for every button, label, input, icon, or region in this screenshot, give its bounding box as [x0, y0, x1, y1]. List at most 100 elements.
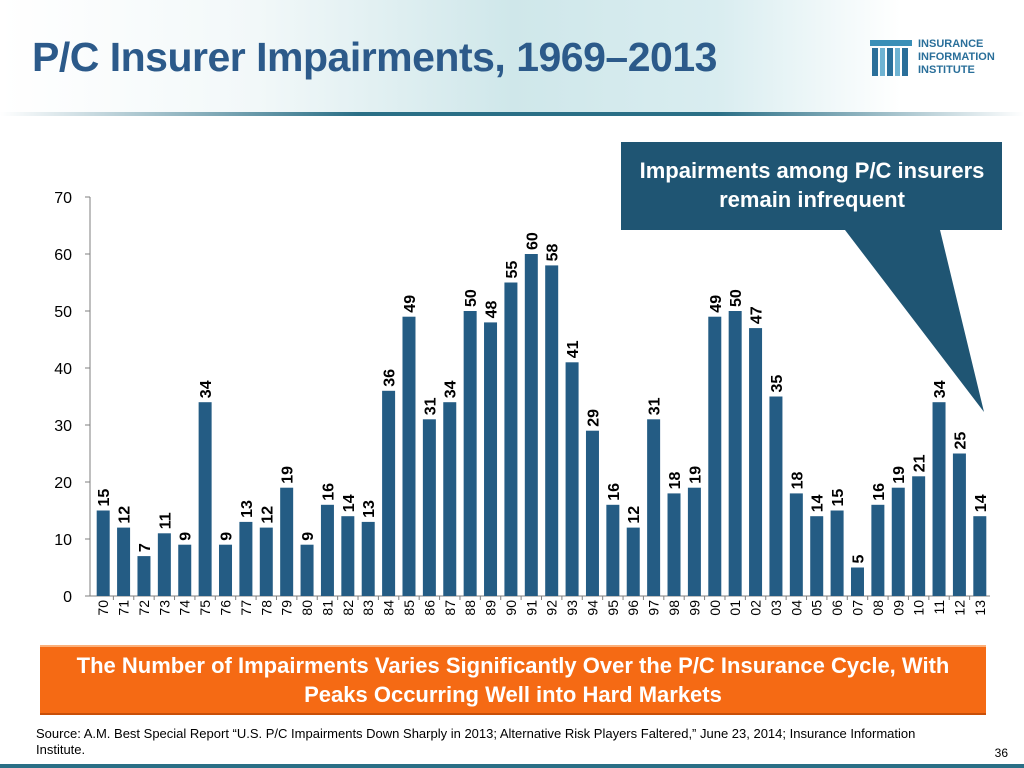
bar	[178, 544, 192, 596]
bar	[96, 510, 110, 596]
bar	[504, 282, 518, 596]
x-tick-label: 09	[890, 600, 906, 616]
callout-text: Impairments among P/C insurers remain in…	[639, 158, 985, 212]
x-tick-label: 06	[829, 600, 845, 616]
x-tick-label: 90	[503, 600, 519, 616]
bar	[728, 311, 742, 596]
bar	[871, 504, 885, 596]
bar	[361, 521, 375, 596]
bar	[606, 504, 620, 596]
page-title: P/C Insurer Impairments, 1969–2013	[32, 34, 717, 80]
y-tick-label: 60	[54, 247, 72, 264]
x-tick-label: 86	[421, 600, 437, 616]
x-tick-label: 92	[544, 600, 560, 616]
bar	[973, 516, 987, 596]
data-label: 55	[504, 261, 521, 279]
data-label: 58	[545, 244, 562, 262]
bar	[789, 493, 803, 596]
data-label: 15	[96, 489, 113, 507]
x-tick-label: 07	[849, 600, 865, 616]
x-tick-label: 71	[116, 600, 132, 616]
y-tick-label: 40	[54, 361, 72, 378]
data-label: 12	[117, 506, 134, 524]
data-label: 29	[585, 409, 602, 427]
bar	[341, 516, 355, 596]
x-tick-label: 04	[788, 600, 804, 616]
bar	[952, 453, 966, 596]
data-label: 16	[871, 483, 888, 501]
data-label: 16	[606, 483, 623, 501]
x-tick-label: 94	[584, 600, 600, 616]
x-tick-label: 81	[319, 600, 335, 616]
bar	[708, 316, 722, 596]
header-band	[0, 0, 1024, 112]
bar	[157, 533, 171, 596]
data-label: 19	[891, 466, 908, 484]
x-tick-label: 91	[523, 600, 539, 616]
data-label: 60	[524, 232, 541, 250]
bar	[300, 544, 314, 596]
bar	[402, 316, 416, 596]
data-label: 15	[830, 489, 847, 507]
data-label: 49	[708, 295, 725, 313]
bar	[382, 390, 396, 596]
x-tick-label: 89	[483, 600, 499, 616]
data-label: 31	[422, 397, 439, 415]
data-label: 49	[402, 295, 419, 313]
x-tick-label: 03	[768, 600, 784, 616]
x-tick-label: 80	[299, 600, 315, 616]
x-tick-label: 02	[748, 600, 764, 616]
data-label: 18	[789, 472, 806, 490]
bar	[239, 521, 253, 596]
data-label: 18	[667, 472, 684, 490]
bar	[545, 265, 559, 596]
y-tick-label: 50	[54, 304, 72, 321]
bar	[198, 402, 212, 596]
x-tick-label: 79	[279, 600, 295, 616]
data-label: 19	[280, 466, 297, 484]
y-tick-label: 10	[54, 532, 72, 549]
x-tick-label: 96	[625, 600, 641, 616]
data-label: 9	[178, 532, 195, 541]
bar	[524, 254, 538, 596]
bar	[769, 396, 783, 596]
logo-text: INSURANCE INFORMATION INSTITUTE	[918, 38, 995, 77]
data-label: 12	[626, 506, 643, 524]
x-tick-label: 83	[360, 600, 376, 616]
y-tick-label: 0	[63, 589, 72, 606]
data-label: 7	[137, 543, 154, 552]
x-tick-label: 75	[197, 600, 213, 616]
x-tick-label: 10	[911, 600, 927, 616]
bar	[585, 430, 599, 596]
x-tick-label: 93	[564, 600, 580, 616]
data-label: 25	[952, 432, 969, 450]
data-label: 47	[749, 306, 766, 324]
data-label: 50	[463, 289, 480, 307]
data-label: 14	[810, 494, 827, 512]
data-label: 34	[198, 380, 215, 398]
logo-line-1: INSURANCE	[918, 38, 984, 50]
source-note: Source: A.M. Best Special Report “U.S. P…	[36, 726, 916, 757]
x-tick-label: 87	[442, 600, 458, 616]
bar	[117, 527, 131, 596]
data-label: 31	[647, 397, 664, 415]
page-number: 36	[994, 746, 1008, 760]
logo-line-2: INFORMATION	[918, 51, 995, 63]
x-tick-label: 76	[218, 600, 234, 616]
x-tick-label: 98	[666, 600, 682, 616]
iii-logo: INSURANCE INFORMATION INSTITUTE	[868, 38, 1018, 78]
x-tick-label: 88	[462, 600, 478, 616]
bar	[422, 419, 436, 596]
data-label: 36	[382, 369, 399, 387]
footer-bar	[0, 764, 1024, 768]
bar-chart: 0102030405060701570127177211739743475976…	[54, 190, 990, 616]
data-label: 11	[157, 512, 174, 529]
bar	[443, 402, 457, 596]
x-tick-label: 95	[605, 600, 621, 616]
data-label: 16	[320, 483, 337, 501]
x-tick-label: 01	[727, 600, 743, 616]
data-label: 14	[341, 494, 358, 512]
bar	[850, 567, 864, 596]
bar	[932, 402, 946, 596]
x-tick-label: 99	[686, 600, 702, 616]
